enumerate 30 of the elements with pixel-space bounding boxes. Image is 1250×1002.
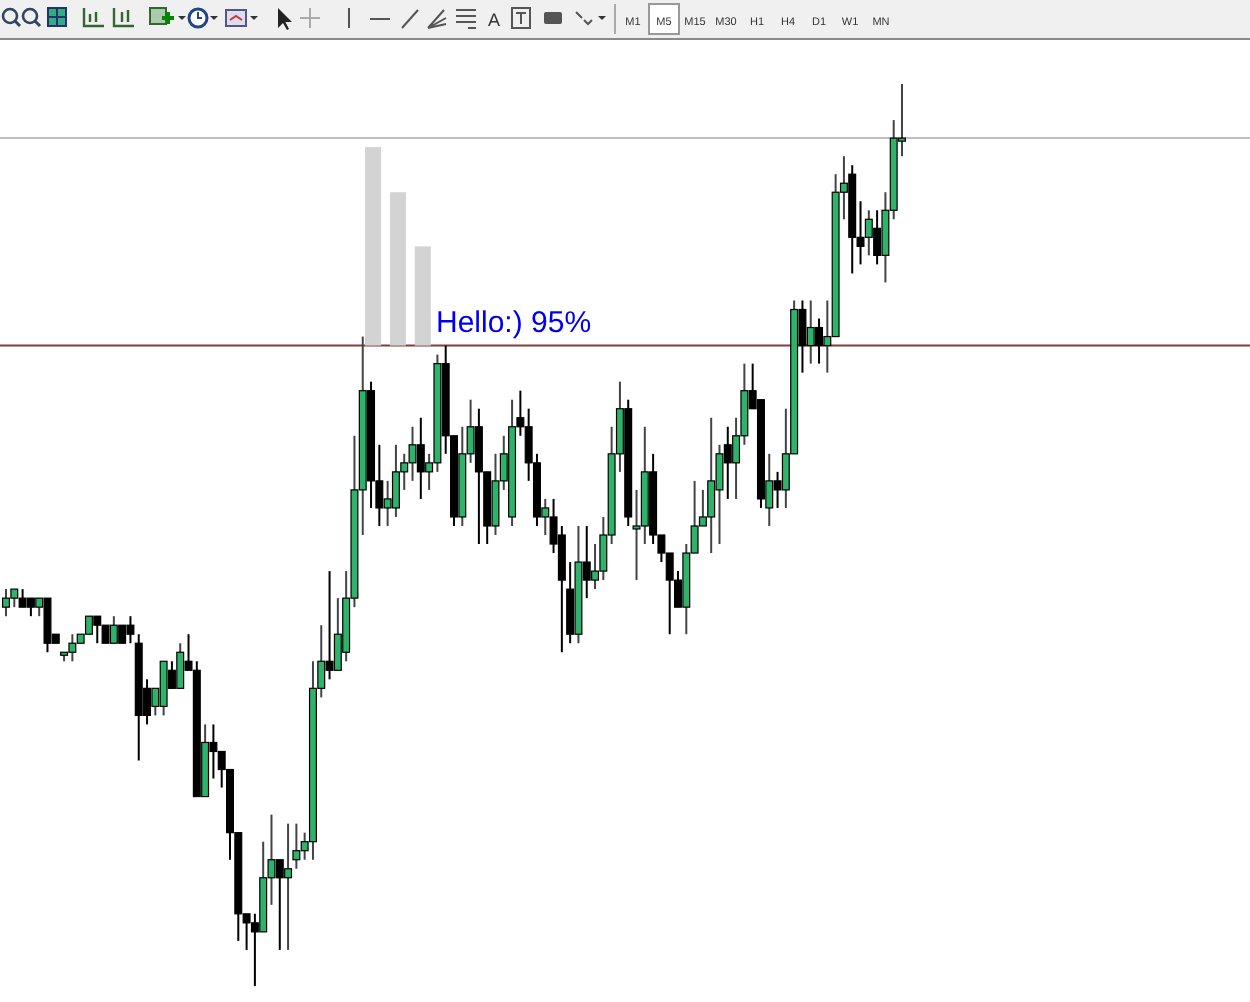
candlestick [391,443,400,518]
candlestick [18,588,27,609]
candlestick [176,642,185,690]
candlestick [707,416,716,555]
candlestick [723,425,732,500]
candlestick [93,615,102,645]
candlestick [474,407,483,546]
candlestick [126,615,135,645]
candlestick [284,822,293,951]
candlestick [806,299,815,365]
candlestick [101,624,110,645]
candlestick [873,209,882,266]
candlestick [159,660,168,717]
candlestick [84,615,93,636]
candlestick [10,588,19,609]
candlestick [2,588,10,618]
candlestick [43,597,52,654]
candlestick [26,597,35,618]
candlestick [408,425,417,482]
text: A [487,10,501,30]
candlestick [864,209,873,257]
candlestick [68,633,77,663]
candlestick [109,615,118,645]
candlestick [416,416,425,500]
candlestick [815,317,824,365]
ref-line-label: Hello:) 95% [436,305,592,340]
candlestick [383,479,392,527]
candlestick [118,624,127,645]
candlestick [325,570,334,681]
candlestick [275,858,284,951]
